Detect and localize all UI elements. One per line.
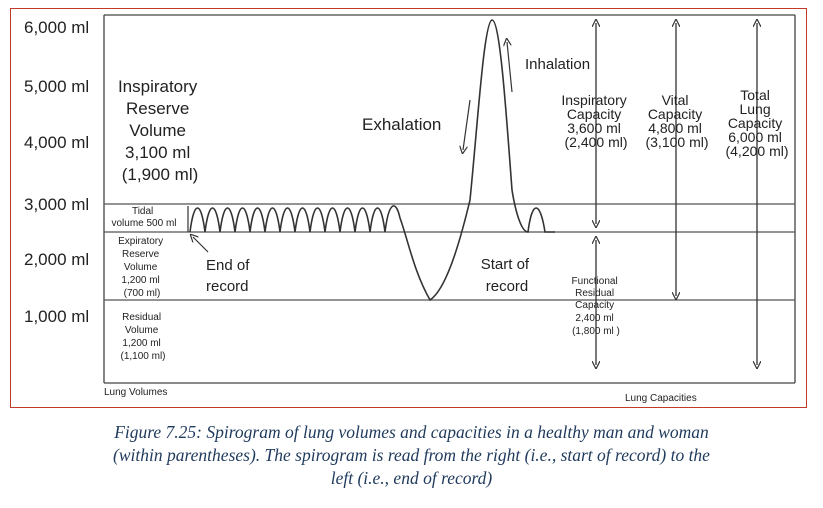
lung-capacities-label: Lung Capacities [625,393,697,404]
caption-line-1: Figure 7.25: Spirogram of lung volumes a… [114,422,709,442]
y-label-6000: 6,000 ml [24,18,89,37]
end-of-record-label: End of record [206,257,254,295]
rv-label: Residual Volume 1,200 ml (1,100 ml) [120,312,165,362]
y-label-5000: 5,000 ml [24,77,89,96]
tidal-volume-label: Tidal volume 500 ml [111,206,176,229]
exhalation-arrow [463,99,471,150]
spirogram-diagram: 6,000 ml 5,000 ml 4,000 ml 3,000 ml 2,00… [24,14,796,404]
caption-line-3: left (i.e., end of record) [330,468,493,488]
ic-label: Inspiratory Capacity 3,600 ml (2,400 ml) [561,92,630,150]
y-label-3000: 3,000 ml [24,195,89,214]
irv-label: Inspiratory Reserve Volume 3,100 ml (1,9… [118,77,202,184]
start-of-record-label: Start of record [481,256,534,295]
spirogram-trace [189,19,555,302]
y-label-1000: 1,000 ml [24,307,89,326]
y-label-2000: 2,000 ml [24,250,89,269]
figure-caption: Figure 7.25: Spirogram of lung volumes a… [0,421,823,490]
end-of-record-arrow [193,237,209,253]
caption-line-2: (within parentheses). The spirogram is r… [113,445,710,465]
y-label-4000: 4,000 ml [24,133,89,152]
tlc-label: Total Lung Capacity 6,000 ml (4,200 ml) [725,87,788,159]
erv-label: Expiratory Reserve Volume 1,200 ml (700 … [118,236,166,299]
vc-label: Vital Capacity 4,800 ml (3,100 ml) [645,92,708,150]
frc-label: Functional Residual Capacity 2,400 ml (1… [572,276,621,337]
inhalation-label: Inhalation [525,56,590,73]
lung-volumes-label: Lung Volumes [104,387,167,398]
inhalation-arrow [507,42,513,93]
exhalation-label: Exhalation [362,115,441,134]
